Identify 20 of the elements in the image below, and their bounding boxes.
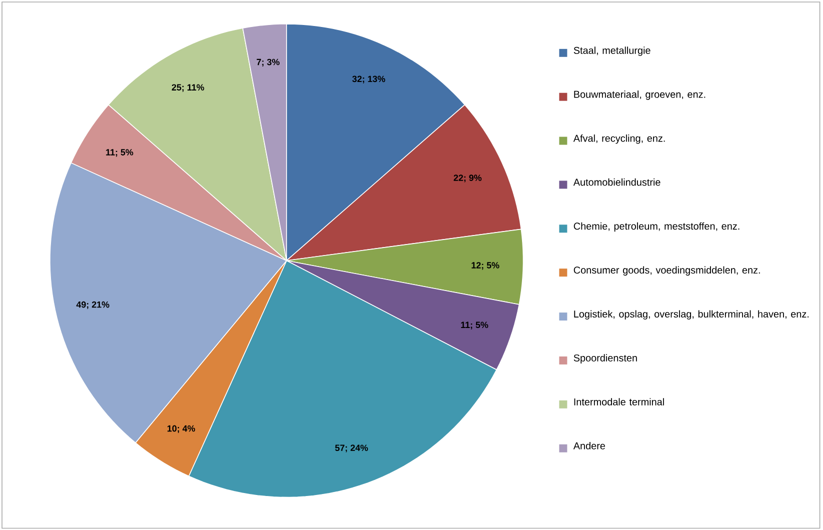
legend-label: Logistiek, opslag, overslag, bulkterminal, haven, enz.: [574, 310, 809, 320]
data-label: 12; 5%: [472, 262, 500, 270]
legend-label: Consumer goods, voedingsmiddelen, enz.: [574, 266, 760, 276]
legend-label: Spoordiensten: [574, 354, 637, 364]
data-label: 11; 5%: [461, 322, 488, 330]
data-label: 11; 5%: [106, 149, 134, 157]
data-label: 22; 9%: [454, 174, 482, 182]
legend-label: Andere: [573, 442, 605, 450]
legend-label: Bouwmateriaal, groeven, enz.: [574, 90, 706, 100]
data-label: 32; 13%: [352, 76, 386, 84]
legend-label: Intermodale terminal: [574, 398, 664, 406]
legend-label: Chemie, petroleum, meststoffen, enz.: [574, 222, 740, 232]
data-label: 10; 4%: [168, 425, 196, 433]
data-label: 25; 11%: [172, 84, 204, 92]
legend-label: Automobielindustrie: [573, 178, 660, 186]
data-label: 49; 21%: [76, 301, 110, 309]
legend-label: Staal, metallurgie: [574, 46, 650, 56]
data-label: 57; 24%: [335, 444, 368, 452]
data-label: 7; 3%: [256, 58, 280, 66]
legend-label: Afval, recycling, enz.: [573, 134, 665, 144]
